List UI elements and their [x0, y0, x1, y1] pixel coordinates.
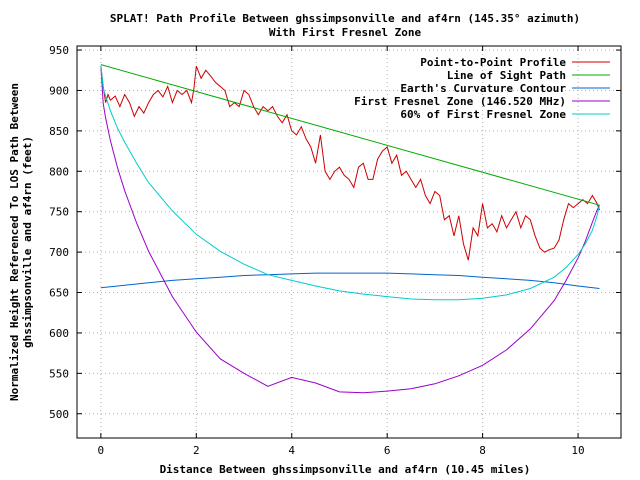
chart-subtitle: With First Fresnel Zone — [269, 26, 422, 39]
x-tick-label: 6 — [384, 444, 391, 457]
y-axis-label-line-2: ghssimpsonville and af4rn (feet) — [21, 136, 34, 348]
y-tick-label: 500 — [49, 408, 69, 421]
series-line-2 — [100, 64, 600, 206]
y-tick-label: 750 — [49, 206, 69, 219]
series-line-1 — [100, 66, 600, 261]
y-tick-label: 650 — [49, 287, 69, 300]
y-tick-label: 800 — [49, 165, 69, 178]
x-tick-label: 0 — [98, 444, 105, 457]
legend-label: 60% of First Fresnel Zone — [400, 108, 566, 121]
y-tick-label: 900 — [49, 84, 69, 97]
legend-label: First Fresnel Zone (146.520 MHz) — [354, 95, 566, 108]
series-line-5 — [100, 65, 600, 301]
legend-label: Earth's Curvature Contour — [400, 82, 566, 95]
y-tick-label: 700 — [49, 246, 69, 259]
y-axis-label: Normalized Height Referenced To LOS Path… — [8, 83, 34, 401]
y-tick-label: 600 — [49, 327, 69, 340]
y-tick-label: 850 — [49, 125, 69, 138]
x-tick-label: 10 — [571, 444, 584, 457]
legend-label: Point-to-Point Profile — [420, 56, 566, 69]
axis-ticks: 0 2 4 6 8 10 500 550 600 650 700 750 800 850 900 950 — [49, 44, 621, 457]
x-tick-label: 8 — [479, 444, 486, 457]
x-tick-label: 4 — [288, 444, 295, 457]
y-tick-label: 550 — [49, 367, 69, 380]
y-tick-label: 950 — [49, 44, 69, 57]
plot-frame — [76, 45, 622, 439]
y-axis-label-line-1: Normalized Height Referenced To LOS Path… — [8, 83, 21, 401]
x-axis-label: Distance Between ghssimpsonville and af4… — [160, 463, 531, 476]
x-tick-label: 2 — [193, 444, 200, 457]
legend-label: Line of Sight Path — [447, 69, 566, 82]
series-line-4 — [100, 66, 600, 394]
series-lines — [100, 64, 600, 394]
chart-title: SPLAT! Path Profile Between ghssimpsonvi… — [110, 12, 580, 25]
series-line-3 — [100, 272, 600, 289]
